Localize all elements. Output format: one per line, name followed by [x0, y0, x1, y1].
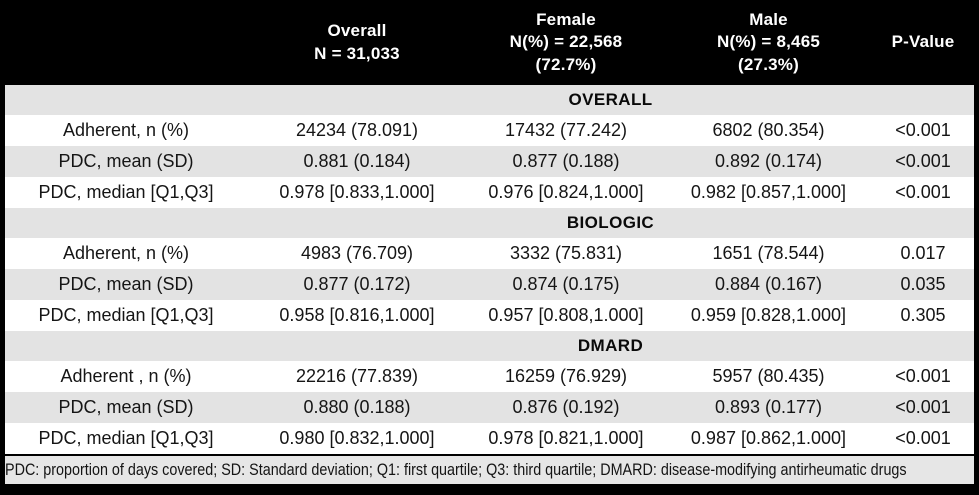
- row-label: PDC, mean (SD): [5, 146, 247, 177]
- cell-overall: 0.958 [0.816,1.000]: [247, 300, 467, 331]
- cell-female: 0.978 [0.821,1.000]: [467, 423, 665, 454]
- row-label: PDC, mean (SD): [5, 269, 247, 300]
- cell-female: 0.876 (0.192): [467, 392, 665, 423]
- male-header-line2: N(%) = 8,465: [716, 32, 821, 52]
- row-label: PDC, median [Q1,Q3]: [5, 177, 247, 208]
- female-header-line3: (72.7%): [535, 54, 597, 74]
- cell-pvalue: <0.001: [872, 392, 974, 423]
- cell-pvalue: <0.001: [872, 115, 974, 146]
- cell-overall: 0.978 [0.833,1.000]: [247, 177, 467, 208]
- pvalue-header-line1: P-Value: [891, 32, 955, 52]
- table-footnote: PDC: proportion of days covered; SD: Sta…: [5, 454, 974, 484]
- female-header-line1: Female: [536, 10, 596, 30]
- cell-pvalue: 0.305: [872, 300, 974, 331]
- cell-male: 6802 (80.354): [665, 115, 872, 146]
- section-title: OVERALL: [247, 85, 974, 115]
- cell-female: 0.874 (0.175): [467, 269, 665, 300]
- section-empty-cell: [5, 85, 247, 115]
- table-header-row: Overall N = 31,033 Female N(%) = 22,568 …: [5, 0, 974, 85]
- row-label: PDC, median [Q1,Q3]: [5, 423, 247, 454]
- table-row: Adherent, n (%) 4983 (76.709) 3332 (75.8…: [5, 238, 974, 269]
- table-row: PDC, median [Q1,Q3] 0.958 [0.816,1.000] …: [5, 300, 974, 331]
- cell-male: 0.987 [0.862,1.000]: [665, 423, 872, 454]
- cell-male: 0.982 [0.857,1.000]: [665, 177, 872, 208]
- section-empty-cell: [5, 331, 247, 361]
- cell-male: 0.884 (0.167): [665, 269, 872, 300]
- cell-overall: 0.881 (0.184): [247, 146, 467, 177]
- column-header-female: Female N(%) = 22,568 (72.7%): [467, 0, 665, 85]
- cell-overall: 24234 (78.091): [247, 115, 467, 146]
- adherence-stats-table: Overall N = 31,033 Female N(%) = 22,568 …: [5, 0, 974, 454]
- column-header-pvalue: P-Value: [872, 0, 974, 85]
- section-empty-cell: [5, 208, 247, 238]
- cell-overall: 0.877 (0.172): [247, 269, 467, 300]
- cell-pvalue: <0.001: [872, 177, 974, 208]
- cell-female: 0.976 [0.824,1.000]: [467, 177, 665, 208]
- row-label: PDC, mean (SD): [5, 392, 247, 423]
- section-header-overall: OVERALL: [5, 85, 974, 115]
- cell-overall: 4983 (76.709): [247, 238, 467, 269]
- column-header-empty: [5, 0, 247, 85]
- cell-male: 0.893 (0.177): [665, 392, 872, 423]
- table-row: Adherent, n (%) 24234 (78.091) 17432 (77…: [5, 115, 974, 146]
- cell-overall: 0.880 (0.188): [247, 392, 467, 423]
- overall-header-line1: Overall: [327, 21, 387, 41]
- footnote-text: PDC: proportion of days covered; SD: Sta…: [5, 460, 907, 479]
- male-header-line3: (27.3%): [738, 54, 799, 74]
- row-label: Adherent, n (%): [5, 238, 247, 269]
- cell-male: 5957 (80.435): [665, 361, 872, 392]
- column-header-overall: Overall N = 31,033: [247, 0, 467, 85]
- row-label: Adherent , n (%): [5, 361, 247, 392]
- row-label: Adherent, n (%): [5, 115, 247, 146]
- table-row: Adherent , n (%) 22216 (77.839) 16259 (7…: [5, 361, 974, 392]
- cell-pvalue: <0.001: [872, 361, 974, 392]
- cell-female: 3332 (75.831): [467, 238, 665, 269]
- cell-overall: 0.980 [0.832,1.000]: [247, 423, 467, 454]
- cell-pvalue: 0.035: [872, 269, 974, 300]
- cell-pvalue: <0.001: [872, 146, 974, 177]
- table-row: PDC, median [Q1,Q3] 0.980 [0.832,1.000] …: [5, 423, 974, 454]
- cell-female: 0.957 [0.808,1.000]: [467, 300, 665, 331]
- column-header-male: Male N(%) = 8,465 (27.3%): [665, 0, 872, 85]
- table-row: PDC, median [Q1,Q3] 0.978 [0.833,1.000] …: [5, 177, 974, 208]
- cell-pvalue: 0.017: [872, 238, 974, 269]
- table-row: PDC, mean (SD) 0.880 (0.188) 0.876 (0.19…: [5, 392, 974, 423]
- table-row: PDC, mean (SD) 0.877 (0.172) 0.874 (0.17…: [5, 269, 974, 300]
- cell-male: 1651 (78.544): [665, 238, 872, 269]
- cell-male: 0.959 [0.828,1.000]: [665, 300, 872, 331]
- section-header-dmard: DMARD: [5, 331, 974, 361]
- male-header-line1: Male: [749, 10, 788, 30]
- cell-female: 16259 (76.929): [467, 361, 665, 392]
- section-title: BIOLOGIC: [247, 208, 974, 238]
- overall-header-line2: N = 31,033: [314, 43, 400, 63]
- row-label: PDC, median [Q1,Q3]: [5, 300, 247, 331]
- female-header-line2: N(%) = 22,568: [509, 32, 623, 52]
- cell-male: 0.892 (0.174): [665, 146, 872, 177]
- cell-overall: 22216 (77.839): [247, 361, 467, 392]
- table-row: PDC, mean (SD) 0.881 (0.184) 0.877 (0.18…: [5, 146, 974, 177]
- section-header-biologic: BIOLOGIC: [5, 208, 974, 238]
- cell-female: 0.877 (0.188): [467, 146, 665, 177]
- cell-pvalue: <0.001: [872, 423, 974, 454]
- cell-female: 17432 (77.242): [467, 115, 665, 146]
- section-title: DMARD: [247, 331, 974, 361]
